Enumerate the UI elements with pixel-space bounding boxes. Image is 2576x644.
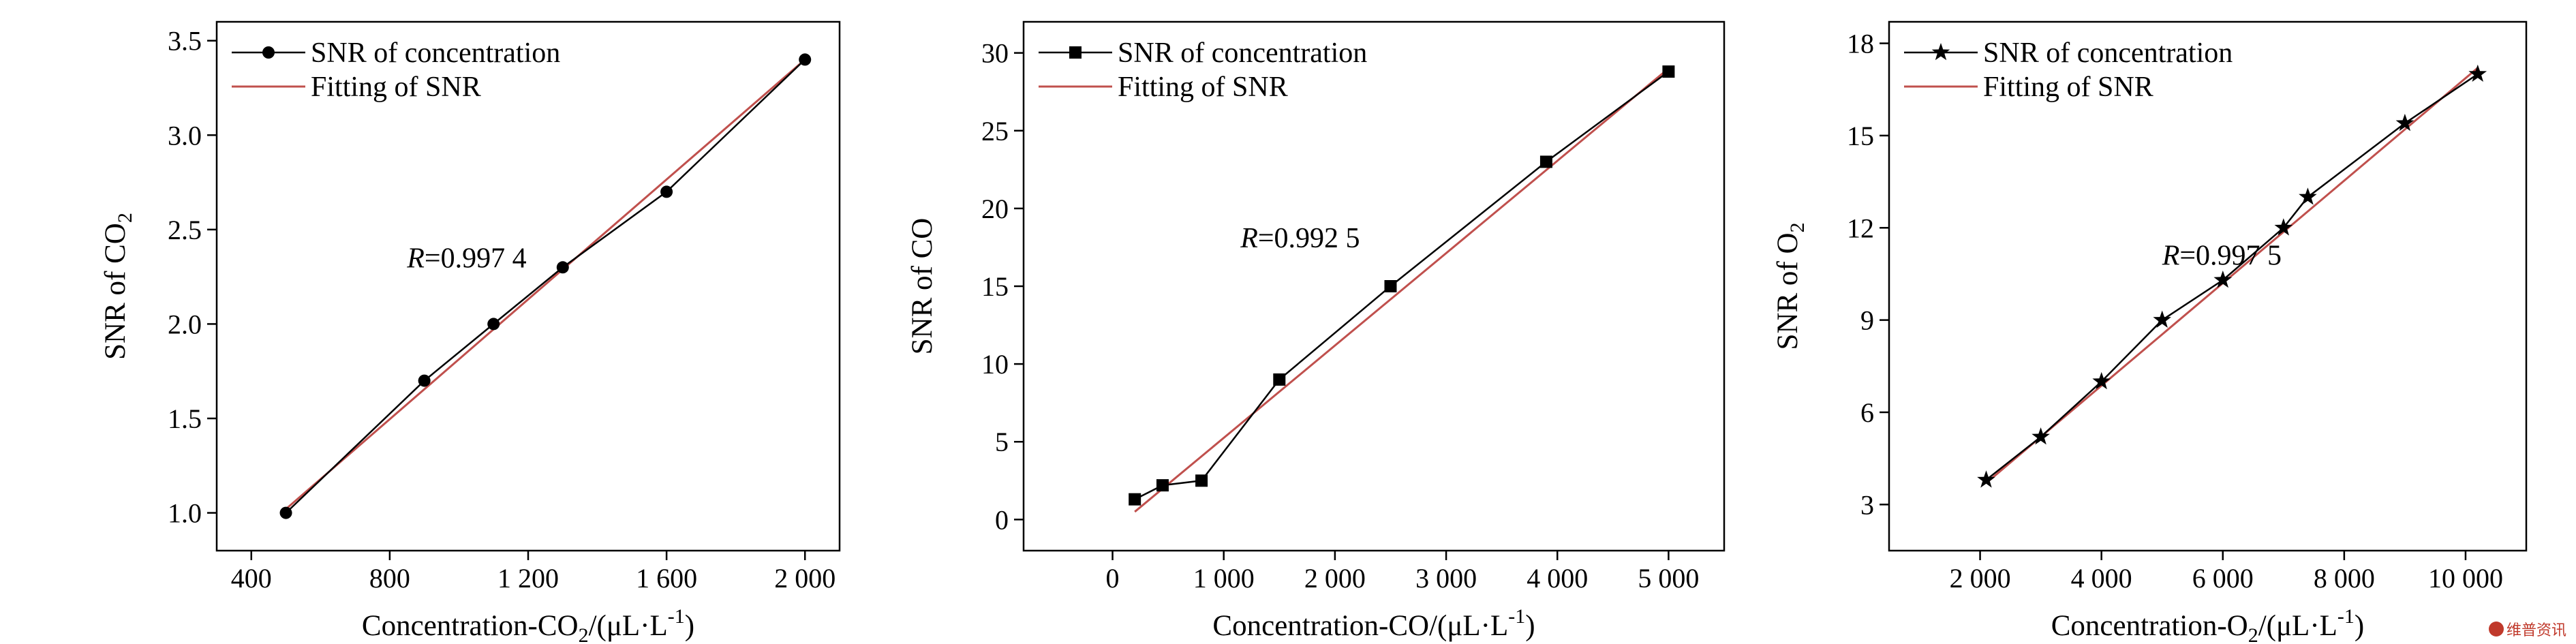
y-tick-label: 3	[1860, 489, 1874, 520]
data-point	[799, 53, 812, 66]
fit-line	[285, 59, 806, 510]
data-series-line	[285, 59, 806, 514]
data-point	[556, 261, 569, 274]
y-axis-title: SNR of CO	[906, 218, 938, 355]
data-point	[2153, 310, 2171, 328]
y-tick-label: 3.0	[168, 120, 202, 151]
x-tick-label: 1 600	[636, 563, 697, 594]
plot-frame	[1888, 20, 2528, 552]
r-value-annotation: R=0.992 5	[1240, 223, 1360, 254]
data-series-line	[1985, 73, 2479, 481]
x-tick-label: 2 000	[1950, 563, 2011, 594]
y-tick-label: 12	[1847, 213, 1874, 243]
x-axis-title: Concentration-CO2/(μL·L-1)	[362, 605, 694, 644]
x-tick-label: 10 000	[2428, 563, 2503, 594]
data-point	[2092, 371, 2111, 390]
watermark: 维普资讯	[2488, 618, 2566, 640]
data-point	[279, 506, 292, 519]
data-point	[660, 185, 673, 198]
legend-label-data: SNR of concentration	[1118, 37, 1367, 69]
x-tick-label: 400	[231, 563, 272, 594]
data-point	[2274, 218, 2293, 236]
x-axis-title: Concentration-O2/(μL·L-1)	[2051, 605, 2364, 644]
data-point	[1129, 493, 1141, 506]
y-tick-label: 9	[1860, 305, 1874, 336]
chart-panel-3: 2 000 4 000 6 000 8 000 10 000 3 6 9 12 15 18 Conce…	[1772, 20, 2528, 644]
y-tick-label: 5	[995, 427, 1009, 457]
legend-label-fit: Fitting of SNR	[1118, 72, 1288, 103]
x-tick-label: 800	[369, 563, 410, 594]
y-tick-label: 1.5	[168, 403, 202, 434]
r-value-annotation: R=0.997 5	[2162, 240, 2282, 271]
x-tick-label: 2 000	[774, 563, 835, 594]
y-tick-label: 18	[1847, 29, 1874, 59]
x-tick-label: 5 000	[1638, 563, 1699, 594]
data-point	[2213, 271, 2233, 288]
legend-label-fit: Fitting of SNR	[311, 72, 481, 103]
y-tick-label: 20	[981, 194, 1009, 224]
data-point	[2299, 187, 2317, 205]
data-point	[2031, 427, 2050, 445]
x-tick-label: 3 000	[1415, 563, 1477, 594]
chart-panel-1: 400 800 1 200 1 600 2 000 1.0 1.5 2.0 2.5 3.0 3.5 C…	[99, 20, 841, 644]
y-tick-label: 15	[981, 271, 1009, 302]
x-tick-label: 2 000	[1304, 563, 1366, 594]
y-tick-label: 15	[1847, 121, 1874, 151]
fit-line	[1134, 67, 1670, 513]
legend-label-data: SNR of concentration	[311, 37, 560, 69]
x-axis-title: Concentration-CO/(μL·L-1)	[1212, 605, 1535, 642]
x-tick-label: 1 200	[497, 563, 559, 594]
data-point	[1156, 479, 1169, 492]
watermark-text: 维普资讯	[2506, 622, 2566, 639]
data-point	[1195, 474, 1208, 487]
data-point	[1273, 373, 1286, 386]
x-tick-label: 8 000	[2314, 563, 2375, 594]
data-point	[418, 374, 431, 387]
y-tick-label: 2.0	[168, 309, 202, 339]
legend-data-marker	[262, 46, 275, 59]
y-tick-label: 3.5	[168, 26, 202, 57]
y-tick-label: 10	[981, 349, 1009, 380]
legend-data-marker	[1069, 46, 1082, 59]
legend-label-data: SNR of concentration	[1983, 37, 2233, 69]
watermark-logo-icon	[2488, 622, 2504, 637]
r-value-annotation: R=0.997 4	[406, 243, 526, 274]
legend-label-fit: Fitting of SNR	[1983, 72, 2153, 103]
y-tick-label: 0	[995, 504, 1009, 535]
y-tick-label: 6	[1860, 397, 1874, 428]
chart-panel-2: 0 1 000 2 000 3 000 4 000 5 000 0 5 10 15 20 25 30 Co…	[906, 20, 1726, 642]
x-tick-label: 1 000	[1193, 563, 1255, 594]
fit-line	[1985, 67, 2479, 484]
x-tick-label: 6 000	[2192, 563, 2254, 594]
y-tick-label: 25	[981, 116, 1009, 147]
data-point	[1662, 65, 1675, 78]
data-point	[1384, 280, 1397, 292]
data-point	[2468, 64, 2487, 82]
data-point	[2395, 113, 2414, 132]
x-tick-label: 4 000	[1527, 563, 1588, 594]
y-tick-label: 2.5	[168, 215, 202, 245]
y-tick-label: 1.0	[168, 498, 202, 529]
x-tick-label: 0	[1106, 563, 1120, 594]
x-tick-label: 4 000	[2071, 563, 2132, 594]
y-axis-title: SNR of CO2	[99, 213, 136, 360]
data-point	[487, 318, 500, 331]
data-point	[1977, 470, 1995, 488]
data-point	[1539, 155, 1552, 168]
legend-data-marker	[1931, 43, 1950, 61]
y-axis-title: SNR of O2	[1772, 222, 1809, 350]
y-tick-label: 30	[981, 38, 1009, 69]
